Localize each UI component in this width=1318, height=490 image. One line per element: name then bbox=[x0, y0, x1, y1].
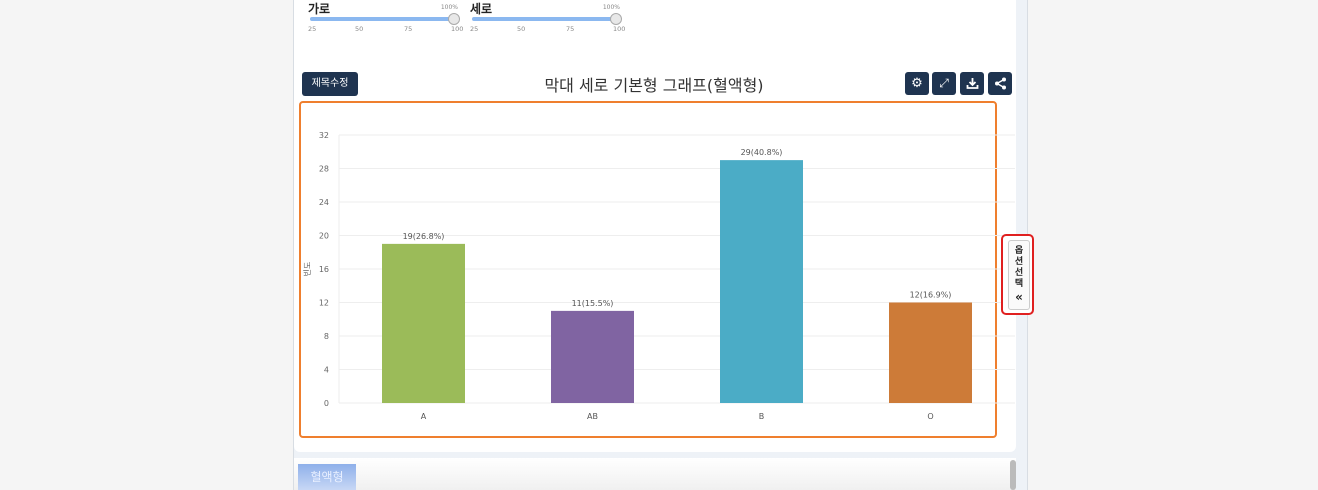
data-label: 11(15.5%) bbox=[572, 299, 614, 308]
y-tick-label: 16 bbox=[319, 265, 329, 274]
height-slider[interactable]: 세로 100% 25 50 75 100 bbox=[470, 0, 625, 36]
settings-button[interactable]: ⚙ bbox=[905, 72, 929, 95]
y-tick-label: 0 bbox=[324, 399, 329, 408]
bar-ab bbox=[551, 310, 634, 403]
tick: 50 bbox=[517, 25, 526, 33]
bar-o bbox=[889, 302, 972, 403]
tick: 25 bbox=[470, 25, 479, 33]
tick: 100 bbox=[613, 25, 626, 33]
slider-thumb[interactable] bbox=[448, 13, 460, 25]
y-tick-label: 12 bbox=[319, 299, 329, 308]
bar-a bbox=[382, 243, 465, 403]
x-tick-label: AB bbox=[587, 412, 598, 421]
height-slider-label: 세로 bbox=[470, 2, 493, 16]
y-tick-label: 32 bbox=[319, 131, 329, 140]
tick: 25 bbox=[308, 25, 317, 33]
y-tick-label: 28 bbox=[319, 165, 329, 174]
y-axis-label: 빈도 bbox=[303, 262, 312, 277]
data-label: 19(26.8%) bbox=[403, 232, 445, 241]
slider-track[interactable] bbox=[310, 17, 454, 21]
x-tick-label: A bbox=[421, 412, 427, 421]
chevrons-left-icon: « bbox=[1015, 290, 1023, 304]
tick: 100 bbox=[451, 25, 464, 33]
width-slider-label: 가로 bbox=[308, 2, 331, 16]
option-select-label: 옵션선택 bbox=[1014, 246, 1024, 289]
expand-icon: ⤢ bbox=[939, 76, 949, 90]
scrollbar[interactable] bbox=[1010, 460, 1016, 490]
bottom-area bbox=[294, 458, 1016, 490]
tick: 50 bbox=[355, 25, 364, 33]
chart-title: 막대 세로 기본형 그래프(혈액형) bbox=[544, 76, 764, 95]
y-tick-label: 24 bbox=[319, 198, 329, 207]
height-slider-value: 100% bbox=[602, 4, 620, 11]
tick: 75 bbox=[404, 25, 413, 33]
width-slider-value: 100% bbox=[440, 4, 458, 11]
x-tick-label: O bbox=[927, 412, 933, 421]
x-tick-label: B bbox=[759, 412, 765, 421]
download-icon bbox=[966, 78, 978, 89]
option-select-tab[interactable]: 옵션선택 « bbox=[1001, 234, 1034, 315]
bar-chart: 0 4 8 12 16 20 24 28 32 빈도 19(26.8%) A 11(15.5%) AB 29… bbox=[303, 131, 1015, 421]
edit-title-button[interactable]: 제목수정 bbox=[302, 72, 358, 96]
gear-icon: ⚙ bbox=[911, 76, 923, 91]
y-tick-label: 20 bbox=[319, 232, 329, 241]
tab-blood-type[interactable]: 혈액형 bbox=[298, 464, 356, 490]
y-tick-label: 8 bbox=[324, 332, 329, 341]
share-button[interactable] bbox=[988, 72, 1012, 95]
slider-thumb[interactable] bbox=[610, 13, 622, 25]
slider-track[interactable] bbox=[472, 17, 616, 21]
share-icon bbox=[994, 77, 1006, 90]
fullscreen-button[interactable]: ⤢ bbox=[932, 72, 956, 95]
download-button[interactable] bbox=[960, 72, 984, 95]
data-label: 12(16.9%) bbox=[910, 291, 952, 300]
tick: 75 bbox=[566, 25, 575, 33]
bar-b bbox=[720, 160, 803, 403]
data-label: 29(40.8%) bbox=[741, 148, 783, 157]
y-tick-label: 4 bbox=[324, 366, 329, 375]
width-slider[interactable]: 가로 100% 25 50 75 100 bbox=[308, 0, 463, 36]
